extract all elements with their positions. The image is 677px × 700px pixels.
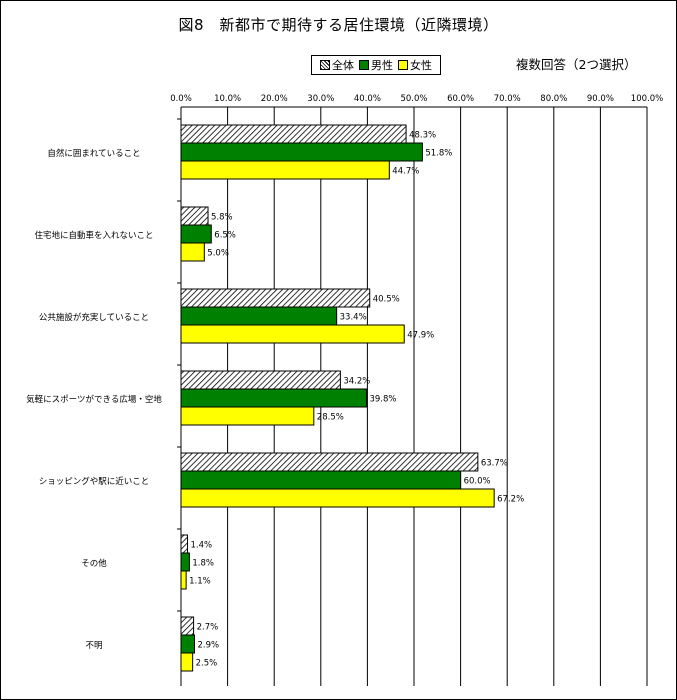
legend-item-male: 男性 [359,57,393,73]
data-label: 33.4% [340,313,367,323]
bar [180,160,390,180]
legend-label-overall: 全体 [332,59,354,72]
bar [180,470,462,490]
bar [180,552,190,572]
category-label: 住宅地に自動車を入れないこと [34,230,153,241]
data-label: 39.8% [369,395,396,405]
data-label: 60.0% [464,477,491,487]
bar [180,634,196,654]
legend-item-overall: 全体 [320,57,354,73]
data-label: 5.0% [207,249,229,259]
bar [180,616,195,636]
category-label: 不明 [85,641,102,651]
x-tick-label: 100.0% [631,94,663,104]
data-label: 40.5% [373,295,400,305]
category-label: 公共施設が充実していること [39,312,149,323]
bar [180,652,194,672]
data-label: 28.5% [317,413,344,423]
bar [180,306,338,326]
data-label: 67.2% [497,495,524,505]
data-label: 1.8% [192,559,214,569]
bar [180,388,367,408]
data-label: 1.1% [189,577,211,587]
bar [180,370,341,390]
data-label: 2.7% [197,623,219,633]
data-label: 6.5% [214,231,236,241]
x-tick-label: 30.0% [307,94,334,104]
x-tick-label: 20.0% [261,94,288,104]
bar [180,488,495,508]
bar [180,124,407,144]
legend-label-female: 女性 [410,59,432,72]
chart-title: 図8 新都市で期待する居住環境（近隣環境） [178,16,499,34]
data-label: 47.9% [407,331,434,341]
category-label: 自然に囲まれていること [47,148,140,159]
data-label: 2.5% [196,659,218,669]
x-tick-label: 80.0% [540,94,567,104]
legend-label-male: 男性 [371,59,393,72]
bar [180,288,371,308]
data-label: 48.3% [409,131,436,141]
chart-subtitle: 複数回答（2つ選択） [516,57,637,72]
x-tick-label: 90.0% [587,94,614,104]
category-label: ショッピングや駅に近いこと [39,476,150,487]
data-label: 44.7% [392,167,419,177]
x-tick-label: 0.0% [170,94,192,104]
x-tick-label: 50.0% [400,94,427,104]
chart-legend: 全体 男性 女性 [311,55,441,75]
data-label: 5.8% [211,213,233,223]
bar [180,324,405,344]
bar [180,224,212,244]
data-label: 34.2% [343,377,370,387]
data-label: 1.4% [191,541,213,551]
bar [180,142,423,162]
data-label: 63.7% [481,459,508,469]
legend-swatch-overall [320,60,330,70]
x-tick-label: 10.0% [214,94,241,104]
bar [180,534,189,554]
data-label: 2.9% [198,641,220,651]
legend-swatch-male [359,60,369,70]
x-tick-label: 70.0% [494,94,521,104]
bar [180,206,209,226]
legend-swatch-female [398,60,408,70]
category-label: その他 [81,558,107,569]
bar [180,242,205,262]
category-label: 気軽にスポーツができる広場・空地 [26,394,162,405]
x-tick-label: 40.0% [354,94,381,104]
x-tick-label: 60.0% [447,94,474,104]
bar [180,452,479,472]
data-label: 51.8% [425,149,452,159]
bar [180,406,315,426]
legend-item-female: 女性 [398,57,432,73]
bar [180,570,187,590]
